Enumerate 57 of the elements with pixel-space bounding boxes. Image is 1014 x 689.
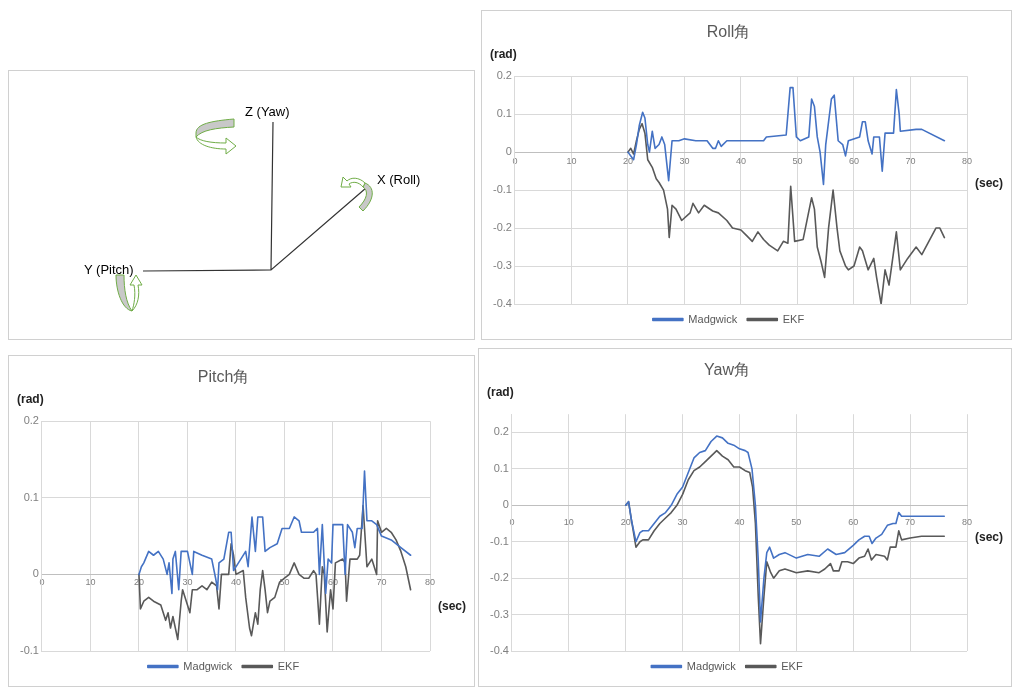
y-tick-label: -0.4	[489, 644, 509, 657]
chart-title: Yaw角	[704, 361, 750, 379]
text: Y (Pitch)	[84, 262, 134, 278]
x-tick-label: 30	[679, 156, 690, 167]
chart-title: Roll角	[706, 23, 751, 41]
x-tick-label: 40	[230, 577, 241, 588]
y-tick-label: 0.1	[493, 461, 509, 474]
x-tick-label: 80	[424, 577, 436, 588]
x-tick-label: 70	[376, 577, 387, 588]
x-tick-label: 30	[677, 517, 688, 528]
y-tick-label: 0.2	[496, 69, 512, 82]
x-tick-label: 30	[182, 577, 193, 588]
legend-label: EKF	[782, 312, 805, 325]
x-tick-label: 50	[791, 517, 802, 528]
y-tick-label: 0	[505, 145, 512, 158]
x-tick-label: 70	[905, 156, 916, 167]
y-axis-title: (rad)	[17, 391, 44, 406]
y-tick-label: 0.1	[23, 490, 39, 503]
text: Z (Yaw)	[245, 104, 290, 120]
y-tick-label: 0.2	[493, 425, 509, 438]
x-tick-label: 40	[734, 517, 745, 528]
x-tick-label: 10	[566, 156, 577, 167]
x-tick-label: 50	[792, 156, 803, 167]
legend-label: Madgwick	[183, 659, 233, 672]
legend-label: Madgwick	[688, 312, 738, 325]
y-tick-label: 0	[502, 498, 509, 511]
x-tick-label: 10	[85, 577, 96, 588]
x-tick-label: 10	[563, 517, 574, 528]
y-tick-label: -0.2	[489, 571, 509, 584]
y-axis-title: (rad)	[490, 46, 517, 61]
y-tick-label: -0.2	[492, 221, 512, 234]
y-tick-label: -0.3	[489, 607, 509, 620]
y-tick-label: -0.1	[19, 644, 39, 657]
text: X (Roll)	[377, 172, 421, 188]
x-axis-title: (sec)	[437, 598, 466, 613]
x-tick-label: 60	[848, 517, 859, 528]
y-axis-title: (rad)	[487, 384, 514, 399]
y-tick-label: 0.1	[496, 107, 512, 120]
x-tick-label: 40	[735, 156, 746, 167]
y-tick-label: 0.2	[23, 414, 39, 427]
legend-label: Madgwick	[686, 659, 737, 672]
y-tick-label: 0	[32, 567, 39, 580]
x-tick-label: 80	[961, 156, 973, 167]
x-axis-title: (sec)	[974, 529, 1003, 544]
y-tick-label: -0.4	[492, 297, 512, 310]
x-tick-label: 80	[961, 517, 973, 528]
legend-label: EKF	[277, 659, 300, 672]
x-tick-label: 70	[905, 517, 916, 528]
y-tick-label: -0.1	[492, 183, 512, 196]
x-tick-label: 60	[848, 156, 859, 167]
x-axis-title: (sec)	[974, 176, 1003, 191]
y-tick-label: -0.3	[492, 259, 512, 272]
x-tick-label: 20	[620, 517, 631, 528]
legend-label: EKF	[781, 659, 803, 672]
x-tick-label: 20	[622, 156, 633, 167]
y-tick-label: -0.1	[489, 534, 509, 547]
chart-title: Pitch角	[197, 368, 250, 386]
